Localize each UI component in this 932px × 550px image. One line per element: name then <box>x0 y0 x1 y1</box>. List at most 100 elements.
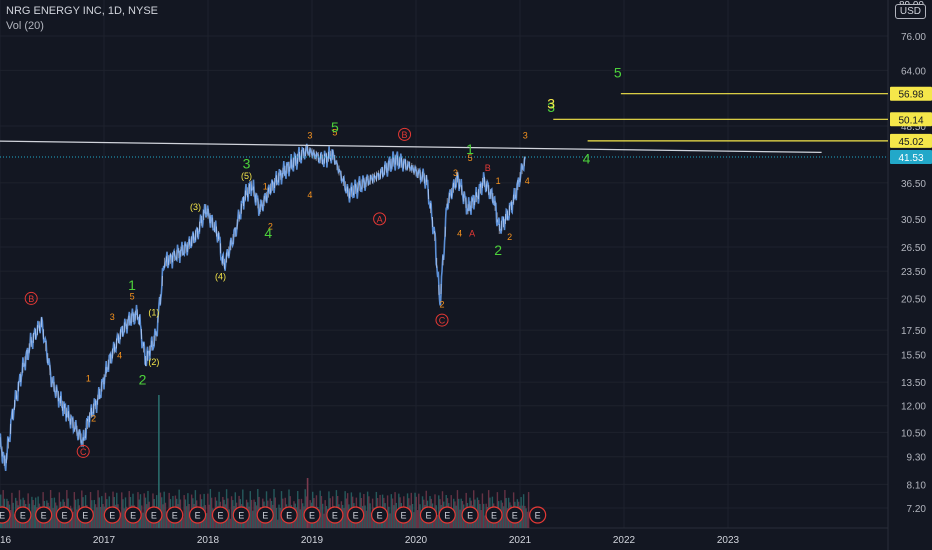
volume-bar <box>480 510 482 528</box>
volume-bar <box>96 507 98 528</box>
volume-bar <box>183 495 185 528</box>
volume-bar <box>277 519 279 528</box>
earnings-marker <box>394 506 413 524</box>
volume-bar <box>252 510 254 528</box>
volume-bar <box>141 505 143 528</box>
wave-label: (1) <box>148 308 159 318</box>
volume-bar <box>255 505 258 528</box>
volume-bar <box>416 510 419 528</box>
volume-bar <box>343 508 345 528</box>
volume-bar <box>345 498 348 528</box>
volume-bar <box>346 493 349 528</box>
earnings-marker-label: E <box>20 511 26 521</box>
wave-label: 2 <box>268 222 273 232</box>
y-tick-label: 15.50 <box>901 350 926 361</box>
volume-bar <box>389 513 391 528</box>
y-tick-label: 23.50 <box>901 267 926 278</box>
volume-bar <box>142 512 144 528</box>
wave-label: 1 <box>496 176 501 186</box>
y-tick-label: 10.50 <box>901 428 926 439</box>
earnings-marker-label: E <box>353 511 359 521</box>
currency-badge[interactable]: USD <box>894 4 926 19</box>
y-tick-label: 13.50 <box>901 378 926 389</box>
volume-bar <box>72 511 74 528</box>
volume-bar <box>143 493 145 528</box>
wave-label-circle <box>24 291 38 305</box>
volume-bar <box>123 508 125 528</box>
volume-bar <box>76 509 78 528</box>
x-tick-label: 2023 <box>717 535 740 546</box>
volume-bar <box>229 518 232 528</box>
earnings-marker-label: E <box>286 511 292 521</box>
wave-label: 2 <box>439 299 444 309</box>
volume-bar <box>213 519 215 528</box>
y-tick-label: 48.50 <box>901 122 926 133</box>
wave-label: 5 <box>332 127 337 137</box>
earnings-marker-label: E <box>262 511 268 521</box>
volume-bar <box>13 514 16 528</box>
volume-bar <box>364 505 366 528</box>
volume-bar <box>250 499 253 528</box>
volume-bar <box>99 506 102 528</box>
earnings-marker <box>506 506 524 524</box>
y-tick-label: 30.50 <box>901 215 926 226</box>
wave-label-circle <box>76 444 90 458</box>
volume-bar <box>522 494 525 528</box>
earnings-marker <box>145 506 163 524</box>
wave-label: 4 <box>264 225 272 241</box>
volume-bar <box>411 503 414 528</box>
volume-bar <box>365 510 368 528</box>
wave-label: A <box>377 214 383 224</box>
x-tick-label: 2018 <box>197 535 220 546</box>
volume-bar <box>297 491 299 528</box>
volume-bar <box>391 498 394 528</box>
volume-bar <box>410 492 412 528</box>
earnings-marker-label: E <box>217 511 223 521</box>
wave-label: 3 <box>307 130 312 140</box>
volume-bar <box>74 499 77 528</box>
wave-label: (5) <box>241 171 252 181</box>
volume-bar <box>182 517 184 528</box>
wave-label-circle <box>398 127 412 141</box>
volume-bar <box>479 503 481 528</box>
wave-label: (4) <box>215 271 226 281</box>
earnings-marker <box>76 506 94 524</box>
volume-bar <box>54 502 57 528</box>
volume-bar <box>460 498 462 528</box>
wave-label: 3 <box>243 156 251 172</box>
earnings-marker <box>485 506 503 524</box>
earnings-marker <box>232 506 250 524</box>
volume-bar <box>230 496 233 528</box>
volume-bar <box>370 512 373 528</box>
volume-bar <box>369 503 371 528</box>
volume-bar <box>414 492 416 528</box>
price-axis-label: 45.02 <box>898 137 923 148</box>
y-tick-label: 76.00 <box>901 32 926 43</box>
volume-bar <box>386 495 389 528</box>
earnings-marker-label: E <box>195 511 201 521</box>
volume-bar <box>320 496 323 528</box>
earnings-marker <box>256 506 274 524</box>
volume-bar <box>438 495 440 528</box>
volume-bar <box>526 511 529 528</box>
y-tick-label: 7.20 <box>907 504 927 515</box>
volume-bar <box>187 493 189 528</box>
earnings-marker-label: E <box>130 511 136 521</box>
earnings-marker-label: E <box>425 511 431 521</box>
volume-bar <box>477 500 480 528</box>
earnings-marker <box>461 506 479 524</box>
x-tick-label: 2019 <box>301 535 324 546</box>
volume-bar <box>185 506 188 528</box>
earnings-marker <box>326 506 344 524</box>
volume-bar <box>249 491 251 528</box>
volume-bar <box>304 489 306 528</box>
volume-bar <box>254 501 256 528</box>
volume-bar <box>273 489 275 528</box>
volume-bar <box>321 503 324 528</box>
earnings-marker <box>35 506 53 524</box>
earnings-marker <box>103 506 121 524</box>
x-tick-label: 2022 <box>613 535 636 546</box>
volume-bar <box>184 499 187 528</box>
